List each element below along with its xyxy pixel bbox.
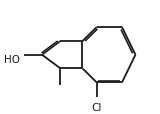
Text: Cl: Cl (92, 102, 102, 112)
Text: HO: HO (4, 55, 20, 65)
